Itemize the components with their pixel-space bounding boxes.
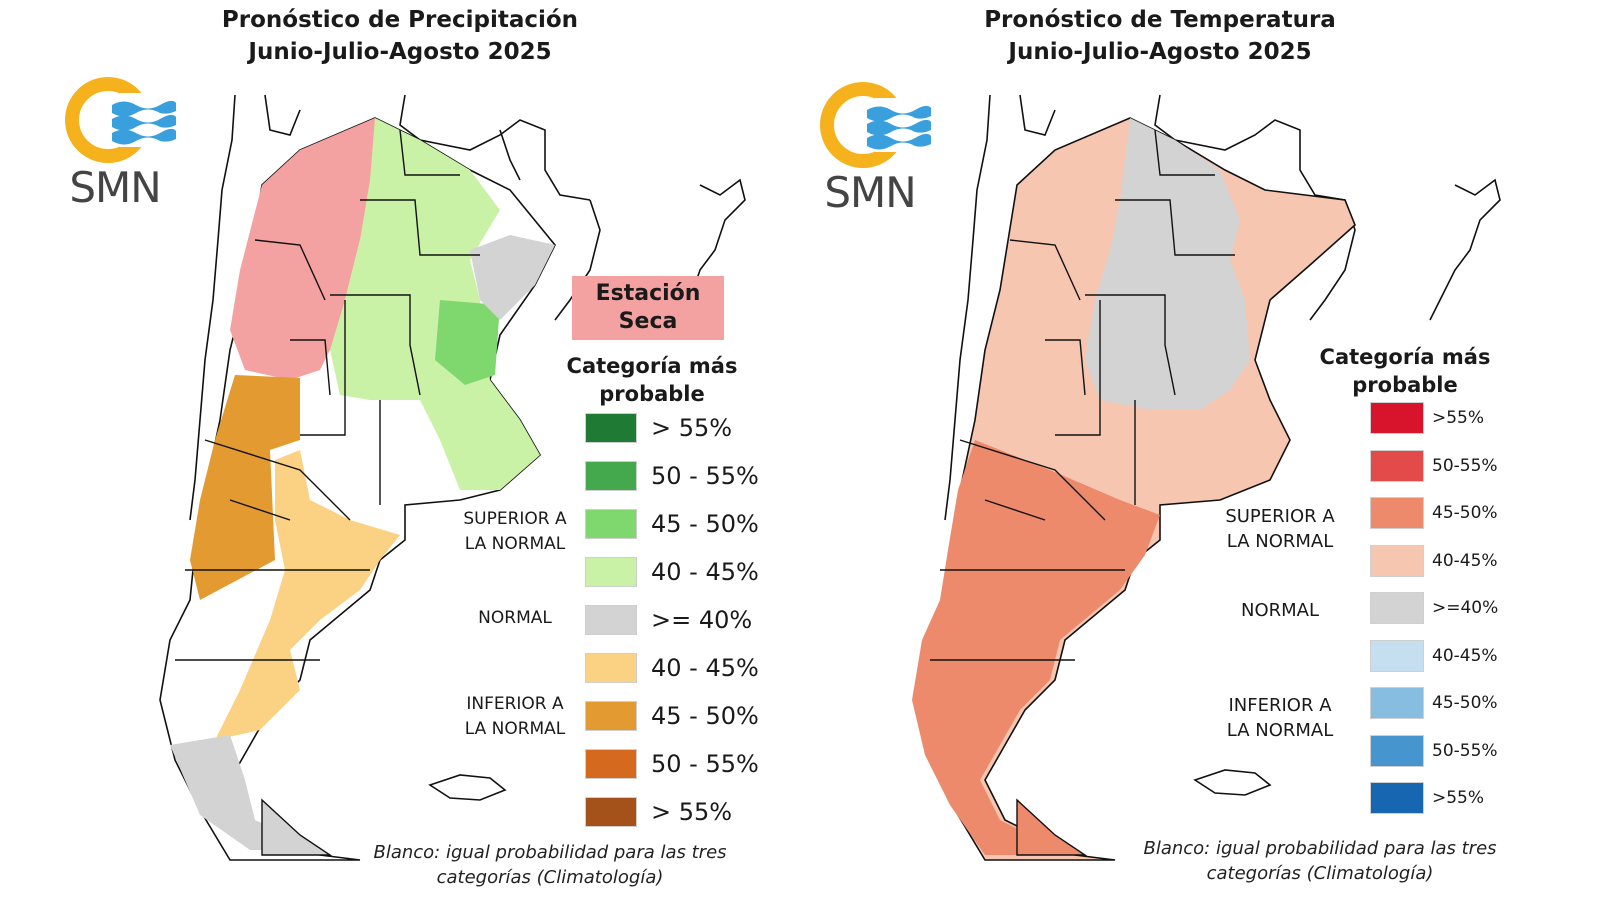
legend-swatch xyxy=(585,605,637,635)
legend-swatch xyxy=(1370,402,1424,434)
category-below-line1: INFERIOR A xyxy=(1228,695,1332,716)
category-above-line2: LA NORMAL xyxy=(1226,531,1334,552)
legend-swatch xyxy=(1370,545,1424,577)
category-normal: NORMAL xyxy=(478,608,552,628)
precipitation-title-line1: Pronóstico de Precipitación xyxy=(221,7,579,33)
category-above-line1: SUPERIOR A xyxy=(463,509,567,529)
precipitation-legend-title: Categoría más probable xyxy=(552,352,752,408)
legend-swatch xyxy=(585,413,637,443)
smn-logo-icon xyxy=(65,77,178,163)
legend-label: 50-55% xyxy=(1432,741,1498,761)
legend-title-line2: probable xyxy=(1352,373,1458,397)
legend-swatch xyxy=(585,653,637,683)
category-above-line2: LA NORMAL xyxy=(464,534,566,554)
legend-swatch xyxy=(585,461,637,491)
legend-swatch xyxy=(1370,592,1424,624)
note-line2: categorías (Climatología) xyxy=(436,867,664,888)
dry-season-line1: Estación xyxy=(595,281,701,306)
temperature-title-line2: Junio-Julio-Agosto 2025 xyxy=(1008,39,1312,65)
precipitation-map xyxy=(159,94,746,861)
legend-label: 50 - 55% xyxy=(651,462,759,490)
legend-swatch xyxy=(1370,450,1424,482)
temperature-legend-title: Categoría más probable xyxy=(1305,343,1505,399)
smn-logo-text: SMN xyxy=(69,163,161,212)
neighbor-borders xyxy=(189,94,746,521)
category-below-line1: INFERIOR A xyxy=(466,694,564,714)
legend-swatch xyxy=(1370,497,1424,529)
legend-swatch xyxy=(1370,687,1424,719)
legend-label: 40-45% xyxy=(1432,551,1498,571)
precipitation-title: Pronóstico de Precipitación Junio-Julio-… xyxy=(190,4,610,68)
temperature-panel: Pronóstico de Temperatura Junio-Julio-Ag… xyxy=(800,0,1600,900)
legend-swatch xyxy=(585,701,637,731)
legend-swatch xyxy=(1370,735,1424,767)
legend-label: > 55% xyxy=(651,414,733,442)
dry-season-line2: Seca xyxy=(618,309,678,334)
legend-label: 40 - 45% xyxy=(651,654,759,682)
legend-swatch xyxy=(1370,640,1424,672)
legend-label: >= 40% xyxy=(651,606,753,634)
category-above: SUPERIOR A LA NORMAL xyxy=(1205,504,1355,554)
note-line1: Blanco: igual probabilidad para las tres xyxy=(1143,838,1497,859)
argentina-shape xyxy=(912,117,1356,861)
category-below-line2: LA NORMAL xyxy=(464,719,566,739)
smn-logo-icon xyxy=(820,82,933,168)
note-line1: Blanco: igual probabilidad para las tres xyxy=(373,842,727,863)
note-line2: categorías (Climatología) xyxy=(1206,863,1434,884)
legend-swatch xyxy=(585,557,637,587)
legend-title-line1: Categoría más xyxy=(1319,345,1491,369)
category-below: INFERIOR A LA NORMAL xyxy=(1205,693,1355,743)
legend-swatch xyxy=(1370,782,1424,814)
legend-label: 45-50% xyxy=(1432,503,1498,523)
smn-logo: SMN xyxy=(60,75,180,220)
precipitation-note: Blanco: igual probabilidad para las tres… xyxy=(350,840,750,890)
legend-label: 40 - 45% xyxy=(651,558,759,586)
precipitation-title-line2: Junio-Julio-Agosto 2025 xyxy=(248,39,552,65)
legend-label: >55% xyxy=(1432,408,1485,428)
legend-swatch xyxy=(585,797,637,827)
legend-label: 45 - 50% xyxy=(651,510,759,538)
category-above: SUPERIOR A LA NORMAL xyxy=(440,507,590,557)
legend-label: 45-50% xyxy=(1432,693,1498,713)
temperature-note: Blanco: igual probabilidad para las tres… xyxy=(1120,836,1520,886)
category-below: INFERIOR A LA NORMAL xyxy=(440,692,590,742)
legend-title-line1: Categoría más xyxy=(566,354,738,378)
legend-label: >=40% xyxy=(1432,598,1499,618)
legend-title-line2: probable xyxy=(599,382,705,406)
legend-label: >55% xyxy=(1432,788,1485,808)
category-normal: NORMAL xyxy=(1240,600,1319,621)
temperature-title: Pronóstico de Temperatura Junio-Julio-Ag… xyxy=(950,4,1370,68)
precipitation-panel: Pronóstico de Precipitación Junio-Julio-… xyxy=(60,4,759,890)
legend-label: 45 - 50% xyxy=(651,702,759,730)
legend-swatch xyxy=(585,509,637,539)
temperature-map xyxy=(912,94,1501,861)
category-above-line1: SUPERIOR A xyxy=(1225,506,1335,527)
legend-label: 40-45% xyxy=(1432,646,1498,666)
legend-swatch xyxy=(585,749,637,779)
temperature-title-line1: Pronóstico de Temperatura xyxy=(984,7,1336,33)
smn-logo-text: SMN xyxy=(824,168,916,217)
argentina-shape xyxy=(159,117,556,861)
legend-label: 50-55% xyxy=(1432,456,1498,476)
category-below-line2: LA NORMAL xyxy=(1226,720,1334,741)
dry-season-label: Estación Seca xyxy=(572,276,724,340)
smn-logo: SMN xyxy=(815,80,935,225)
legend-label: > 55% xyxy=(651,798,733,826)
legend-label: 50 - 55% xyxy=(651,750,759,778)
